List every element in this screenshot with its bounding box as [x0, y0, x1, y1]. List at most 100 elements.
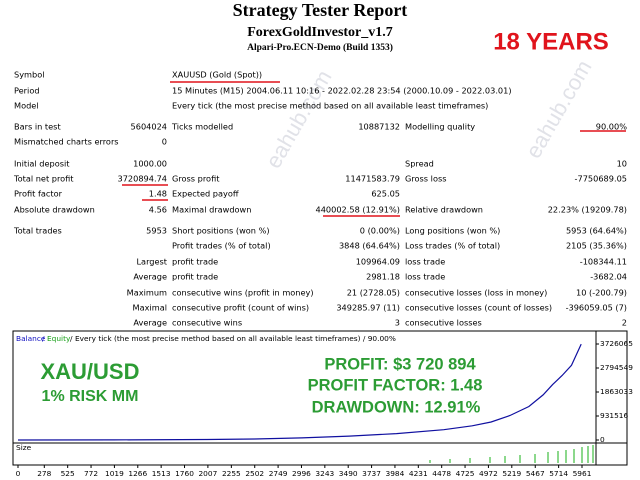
table-cell: -7750689.05 — [575, 174, 627, 184]
table-cell: Average — [133, 318, 167, 328]
table-cell: 5604024 — [131, 122, 167, 132]
table-cell: Total net profit — [13, 174, 74, 184]
x-tick-label: 3737 — [362, 469, 381, 478]
size-bars — [429, 445, 594, 463]
table-cell: Largest — [136, 257, 167, 267]
table-cell: consecutive losses — [405, 318, 482, 328]
table-cell: Maximal — [133, 303, 167, 313]
x-tick-label: 5961 — [573, 469, 592, 478]
table-cell: 21 (2728.05) — [347, 288, 400, 298]
x-tick-label: 1019 — [105, 469, 124, 478]
overlay-pair: XAU/USD — [40, 359, 139, 384]
x-tick-label: 772 — [84, 469, 98, 478]
y-tick-label: 1863033 — [600, 387, 633, 396]
table-cell: Period — [14, 86, 40, 96]
table-cell: Expected payoff — [172, 189, 239, 199]
legend-caption: Every tick (the most precise method base… — [75, 334, 396, 343]
table-cell: 5953 (64.64%) — [566, 226, 627, 236]
overlay-profit-factor: PROFIT FACTOR: 1.48 — [308, 376, 483, 394]
table-cell: profit trade — [172, 257, 218, 267]
table-cell: 2 — [622, 318, 627, 328]
overlay-drawdown: DRAWDOWN: 12.91% — [312, 398, 481, 416]
x-tick-label: 4231 — [409, 469, 428, 478]
x-tick-label: 3490 — [339, 469, 358, 478]
overlay-risk: 1% RISK MM — [42, 388, 139, 405]
table-cell: Absolute drawdown — [14, 205, 95, 215]
table-cell: 15 Minutes (M15) 2004.06.11 10:16 - 2022… — [172, 86, 512, 96]
table-cell: Every tick (the most precise method base… — [172, 101, 488, 111]
balance-line — [17, 343, 582, 441]
svg-text:/: / — [42, 334, 45, 343]
table-cell: Gross profit — [172, 174, 220, 184]
table-cell: Ticks modelled — [171, 122, 233, 132]
table-cell: -108344.11 — [580, 257, 627, 267]
expert-name: ForexGoldInvestor_v1.7 — [247, 25, 393, 40]
table-cell: Long positions (won %) — [405, 226, 500, 236]
table-cell: Total trades — [13, 226, 62, 236]
table-cell: consecutive profit (count of wins) — [172, 303, 309, 313]
y-tick-label: 2794549 — [600, 363, 633, 372]
y-tick-label: 931516 — [600, 411, 629, 420]
table-cell: loss trade — [405, 272, 445, 282]
x-tick-label: 1513 — [152, 469, 171, 478]
overlay-profit: PROFIT: $3 720 894 — [324, 355, 476, 373]
table-cell: consecutive wins (profit in money) — [172, 288, 314, 298]
table-cell: Model — [14, 101, 39, 111]
table-cell: Bars in test — [14, 122, 61, 132]
table-cell: 625.05 — [371, 189, 400, 199]
table-cell: Profit trades (% of total) — [172, 241, 271, 251]
x-tick-label: 1266 — [128, 469, 147, 478]
table-cell: 11471583.79 — [345, 174, 400, 184]
table-cell: Symbol — [14, 70, 45, 80]
table-cell: loss trade — [405, 257, 445, 267]
balance-chart: 0 931516 1863033 2794549 3726065 0 278 525 772 10… — [16, 339, 634, 478]
x-tick-label: 5467 — [526, 469, 545, 478]
table-cell: Maximal drawdown — [172, 205, 251, 215]
table-cell: -396059.05 (7) — [566, 303, 627, 313]
table-cell: consecutive losses (loss in money) — [405, 288, 547, 298]
years-badge: 18 YEARS — [493, 28, 609, 55]
table-cell: Average — [133, 272, 167, 282]
legend-equity: Equity — [47, 334, 71, 343]
table-cell: -3682.04 — [590, 272, 627, 282]
table-cell: 2105 (35.36%) — [566, 241, 627, 251]
table-cell: 22.23% (19209.78) — [548, 205, 627, 215]
table-cell: XAUUSD (Gold (Spot)) — [172, 70, 262, 80]
x-tick-label: 4478 — [432, 469, 451, 478]
x-tick-label: 4725 — [456, 469, 475, 478]
table-cell: Spread — [405, 159, 434, 169]
report-title: Strategy Tester Report — [233, 0, 408, 20]
table-cell: 3 — [395, 318, 400, 328]
x-tick-label: 5714 — [549, 469, 568, 478]
table-cell: profit trade — [172, 272, 218, 282]
table-cell: 10 — [617, 159, 627, 169]
x-tick-label: 525 — [61, 469, 75, 478]
x-tick-label: 1760 — [175, 469, 194, 478]
table-cell: 5953 — [146, 226, 167, 236]
table-cell: 10 (-200.79) — [576, 288, 627, 298]
table-cell: consecutive wins — [172, 318, 242, 328]
x-tick-label: 2007 — [198, 469, 217, 478]
table-cell: 0 — [162, 137, 167, 147]
table-cell: Modelling quality — [405, 122, 475, 132]
x-tick-label: 4972 — [479, 469, 498, 478]
table-cell: Relative drawdown — [405, 205, 483, 215]
table-cell: 349285.97 (11) — [336, 303, 400, 313]
table-cell: 90.00% — [596, 122, 627, 132]
legend-balance: Balance — [16, 334, 46, 343]
table-cell: Mismatched charts errors — [14, 137, 119, 147]
table-cell: 2981.18 — [366, 272, 400, 282]
x-tick-label: 2996 — [292, 469, 311, 478]
table-cell: 3848 (64.64%) — [339, 241, 400, 251]
y-tick-label: 3726065 — [600, 339, 633, 348]
x-tick-label: 3984 — [386, 469, 405, 478]
size-label: Size — [16, 443, 32, 452]
x-tick-label: 2749 — [269, 469, 288, 478]
table-cell: Initial deposit — [14, 159, 70, 169]
x-tick-label: 5219 — [502, 469, 521, 478]
table-cell: 440002.58 (12.91%) — [316, 205, 401, 215]
svg-text:/: / — [70, 334, 73, 343]
server-name: Alpari-Pro.ECN-Demo (Build 1353) — [247, 42, 393, 53]
